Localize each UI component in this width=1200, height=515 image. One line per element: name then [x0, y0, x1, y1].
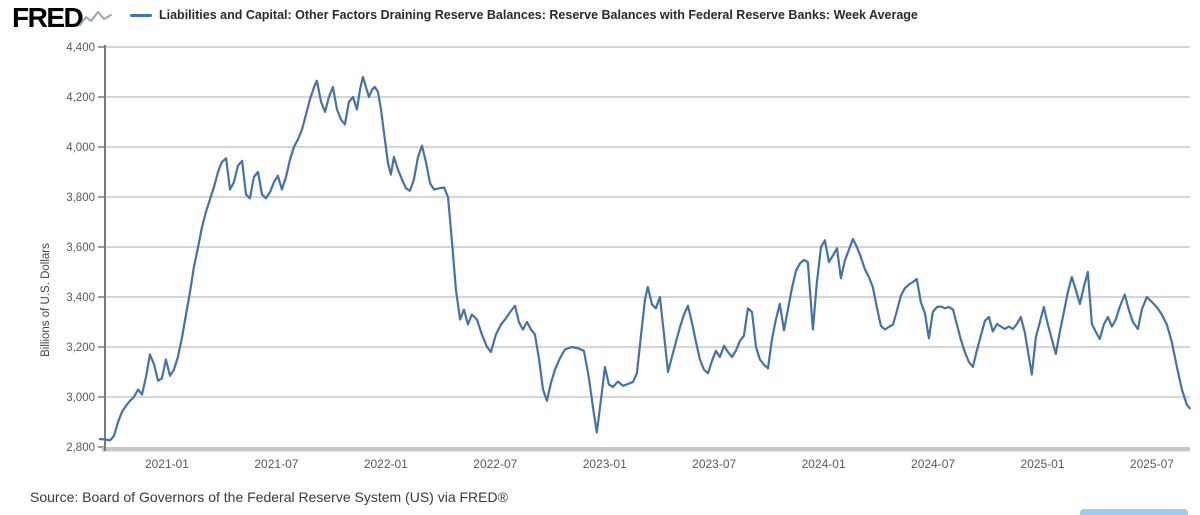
legend-key-line [130, 13, 152, 17]
y-tick-label: 3,600 [66, 242, 95, 254]
x-tick-label: 2023-01 [583, 457, 627, 471]
legend-item[interactable]: Liabilities and Capital: Other Factors D… [130, 8, 918, 22]
fred-logo[interactable]: FRED [12, 2, 84, 33]
series-line[interactable] [98, 75, 1191, 442]
x-tick-label: 2024-07 [911, 457, 955, 471]
x-tick-label: 2022-07 [473, 457, 517, 471]
x-tick-label: 2024-01 [802, 457, 846, 471]
chart-title: Liabilities and Capital: Other Factors D… [159, 8, 918, 22]
x-tick-label: 2022-01 [364, 457, 408, 471]
source-note: Source: Board of Governors of the Federa… [30, 489, 508, 505]
x-axis-line [102, 447, 1190, 452]
x-tick-label: 2021-01 [145, 457, 189, 471]
y-tick-label: 3,000 [66, 392, 95, 404]
y-axis-title: Billions of U.S. Dollars [40, 243, 52, 357]
y-tick-label: 3,400 [66, 292, 95, 304]
y-tick-label: 3,800 [66, 192, 95, 204]
y-tick-label: 4,000 [66, 142, 95, 154]
x-tick-label: 2025-07 [1130, 457, 1174, 471]
plot-area[interactable]: 4,400 4,200 4,000 3,800 3,600 3,400 3,200 3,000… [0, 0, 1200, 482]
x-tick-label: 2023-07 [692, 457, 736, 471]
y-tick-label: 4,200 [66, 92, 95, 104]
x-tick-label: 2021-07 [254, 457, 298, 471]
y-tick-label: 4,400 [66, 42, 95, 54]
fred-logo-swoosh-icon [78, 8, 114, 35]
y-tick-label: 3,200 [66, 342, 95, 354]
chart-header: FRED Liabilities and Capital: Other Fact… [0, 0, 1200, 36]
bottom-right-partial-button[interactable] [1080, 509, 1188, 515]
x-tick-label: 2025-01 [1020, 457, 1064, 471]
y-tick-label: 2,800 [66, 442, 95, 454]
